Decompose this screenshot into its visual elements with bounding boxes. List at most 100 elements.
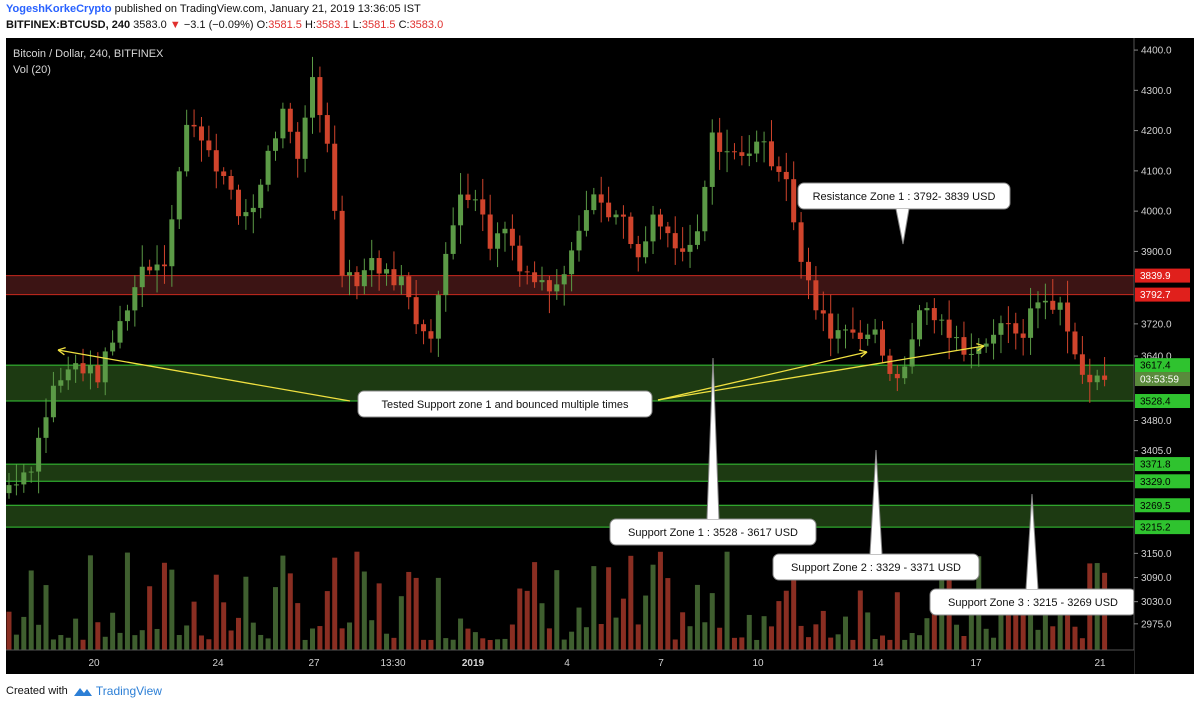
candle-body [924, 308, 930, 311]
legend-indicator: Vol (20) [13, 64, 51, 76]
candle-body [628, 216, 634, 245]
price-tick-label: 2975.0 [1141, 619, 1172, 630]
price-tag-label: 3269.5 [1140, 501, 1171, 512]
chart-canvas[interactable]: Resistance Zone 1 : 3792- 3839 USD Tested… [6, 38, 1194, 674]
candle-body [376, 258, 382, 274]
volume-bar [80, 639, 86, 650]
low-label: L: [352, 19, 362, 31]
candle-body [13, 484, 19, 486]
volume-bar [635, 624, 641, 650]
volume-bar [1013, 609, 1019, 650]
price-tag: 3839.9 [1135, 268, 1190, 283]
candle-body [480, 199, 486, 215]
candle-body [58, 380, 64, 386]
candle-body [894, 373, 900, 379]
volume-bar [724, 551, 730, 650]
candle-body [613, 214, 619, 218]
volume-bar [1050, 626, 1056, 650]
candle-body [680, 248, 686, 252]
candle-body [117, 321, 123, 343]
candle-body [235, 189, 241, 217]
candle-body [36, 437, 42, 472]
candle-body [102, 351, 108, 383]
down-triangle-icon: ▼ [169, 19, 181, 31]
tested-support-callout-box [357, 390, 653, 418]
volume-bar [295, 603, 301, 650]
support-3-pointer [1025, 493, 1039, 590]
volume-bar [213, 574, 219, 650]
price-tag: 3792.7 [1135, 287, 1190, 302]
candle-body [532, 272, 538, 283]
volume-bar [813, 624, 819, 650]
price-tag-label: 3792.7 [1140, 290, 1171, 301]
candle-body [310, 77, 316, 118]
volume-bar [21, 616, 27, 650]
volume-bar [250, 622, 256, 650]
price-tag: 3371.8 [1135, 457, 1190, 472]
volume-bar [36, 624, 42, 650]
candle-body [132, 287, 138, 311]
volume-bar [509, 624, 515, 650]
support-zone-1-callout-text: Support Zone 1 : 3528 - 3617 USD [628, 527, 798, 539]
price-chart[interactable]: Resistance Zone 1 : 3792- 3839 USD Tested… [6, 38, 1194, 674]
volume-bar [450, 639, 456, 650]
candle-body [495, 233, 501, 249]
price-tag-bg [1135, 457, 1190, 472]
candle-body [161, 264, 167, 267]
volume-bar [613, 617, 619, 650]
time-tick-label: 14 [872, 658, 884, 669]
close-value: 3583.0 [409, 19, 444, 31]
candle-body [687, 244, 693, 252]
volume-bar [480, 638, 486, 650]
candle-body [458, 194, 464, 226]
arrow-to-right-test-head [976, 342, 985, 352]
candle-body [554, 284, 560, 292]
price-tag: 3269.5 [1135, 498, 1190, 513]
volume-bar [606, 567, 612, 650]
candle-body [250, 207, 256, 213]
price-tick-label: 3405.0 [1141, 446, 1172, 457]
candle-body [591, 194, 597, 211]
candle-body [991, 334, 997, 344]
candle-body [287, 108, 293, 132]
volume-bar [87, 555, 93, 650]
volume-bar [458, 618, 464, 650]
tradingview-logo-icon [73, 688, 92, 696]
candle-body [50, 385, 56, 418]
volume-bar [421, 639, 427, 650]
tradingview-brand[interactable]: TradingView [95, 684, 162, 698]
volume-bar [739, 637, 745, 650]
author-name[interactable]: YogeshKorkeCrypto [6, 3, 112, 15]
candle-body [1042, 300, 1048, 303]
candle-body [184, 124, 190, 172]
candle-body [746, 153, 752, 156]
candle-body [502, 228, 508, 234]
candle-body [435, 295, 441, 339]
volume-bar [561, 639, 567, 650]
footer: Created with TradingView [0, 676, 1200, 705]
candle-body [754, 141, 760, 154]
candle-body [813, 280, 819, 311]
volume-bar [524, 590, 530, 650]
volume-bar [435, 577, 441, 650]
price-tag-label: 03:53:59 [1140, 375, 1179, 386]
candle-body [939, 319, 945, 321]
candle-body [1005, 323, 1011, 325]
volume-bar [339, 628, 345, 650]
volume-bar [546, 628, 552, 650]
price-tick-label: 4200.0 [1141, 126, 1172, 137]
volume-bar [709, 593, 715, 650]
candle-body [169, 219, 175, 267]
volume-bar [598, 624, 604, 650]
chart-header: YogeshKorkeCrypto published on TradingVi… [0, 0, 1200, 38]
volume-bar [805, 637, 811, 650]
volume-bar [620, 598, 626, 650]
price-tick-label: 3900.0 [1141, 247, 1172, 258]
volume-bar [502, 638, 508, 650]
candle-body [295, 131, 301, 159]
volume-bar [317, 626, 323, 650]
candle-body [717, 132, 723, 152]
volume-bar [909, 632, 915, 650]
support-zone-2-callout: Support Zone 2 : 3329 - 3371 USD [772, 553, 980, 581]
candle-body [968, 353, 974, 355]
